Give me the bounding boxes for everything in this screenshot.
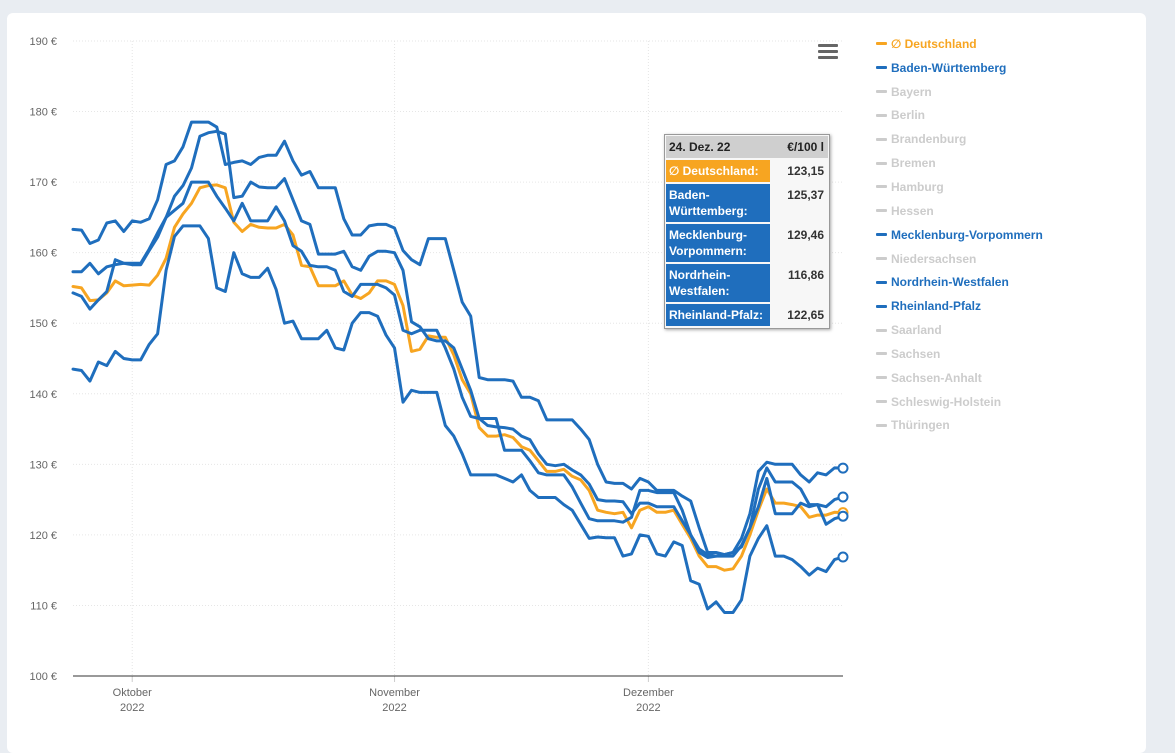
legend-label: Bayern bbox=[891, 84, 932, 99]
tooltip-row: ∅ Deutschland: 123,15 bbox=[666, 160, 828, 182]
legend-item[interactable]: Brandenburg bbox=[876, 127, 1126, 151]
legend-swatch bbox=[876, 280, 887, 284]
y-tick-label: 170 € bbox=[29, 177, 57, 189]
y-tick-label: 180 € bbox=[29, 107, 57, 119]
legend-item[interactable]: Bremen bbox=[876, 151, 1126, 175]
legend-label: Rheinland-Pfalz bbox=[891, 299, 982, 314]
tooltip: 24. Dez. 22 €/100 l ∅ Deutschland: 123,15… bbox=[664, 134, 830, 329]
tooltip-series-label: Nordrhein-Westfalen: bbox=[666, 264, 770, 302]
tooltip-unit: €/100 l bbox=[770, 136, 828, 158]
legend-item[interactable]: Hamburg bbox=[876, 175, 1126, 199]
legend-swatch bbox=[876, 66, 887, 70]
legend-label: Bremen bbox=[891, 156, 936, 171]
legend-item[interactable]: Thüringen bbox=[876, 414, 1126, 438]
y-tick-label: 130 € bbox=[29, 459, 57, 471]
legend-swatch bbox=[876, 185, 887, 189]
legend-item[interactable]: Schleswig-Holstein bbox=[876, 390, 1126, 414]
tooltip-series-value: 129,46 bbox=[787, 228, 824, 242]
hover-marker-1 bbox=[837, 491, 849, 503]
chart-card bbox=[7, 13, 1146, 753]
legend-label: Niedersachsen bbox=[891, 251, 977, 266]
legend-item[interactable]: Hessen bbox=[876, 199, 1126, 223]
legend-item[interactable]: Niedersachsen bbox=[876, 247, 1126, 271]
legend-label: Nordrhein-Westfalen bbox=[891, 275, 1009, 290]
tooltip-series-value: 122,65 bbox=[787, 308, 824, 322]
x-tick-year-label: 2022 bbox=[382, 702, 406, 714]
y-tick-label: 140 € bbox=[29, 389, 57, 401]
series-line-4 bbox=[71, 180, 845, 558]
legend-label: Sachsen-Anhalt bbox=[891, 370, 982, 385]
legend-swatch bbox=[876, 328, 887, 332]
series-line-0 bbox=[71, 183, 845, 572]
y-tick-label: 160 € bbox=[29, 248, 57, 260]
legend-item[interactable]: Berlin bbox=[876, 104, 1126, 128]
legend-swatch bbox=[876, 233, 887, 237]
legend-item[interactable]: Rheinland-Pfalz bbox=[876, 294, 1126, 318]
tooltip-series-label: Mecklenburg-Vorpommern: bbox=[666, 224, 770, 262]
y-tick-label: 150 € bbox=[29, 318, 57, 330]
tooltip-row: Baden-Württemberg: 125,37 bbox=[666, 184, 828, 222]
legend-label: Hamburg bbox=[891, 179, 944, 194]
y-tick-label: 110 € bbox=[30, 600, 57, 612]
legend-swatch bbox=[876, 304, 887, 308]
y-tick-label: 190 € bbox=[29, 36, 57, 48]
legend-swatch bbox=[876, 137, 887, 141]
legend-swatch bbox=[876, 209, 887, 213]
legend-swatch bbox=[876, 423, 887, 427]
hover-marker-4 bbox=[837, 510, 849, 522]
tooltip-series-value: 125,37 bbox=[787, 188, 824, 202]
legend-swatch bbox=[876, 400, 887, 404]
legend-item[interactable]: Saarland bbox=[876, 318, 1126, 342]
legend: ∅ Deutschland Baden-Württemberg Bayern Berl… bbox=[876, 32, 1126, 437]
legend-item[interactable]: Sachsen-Anhalt bbox=[876, 366, 1126, 390]
tooltip-series-value: 123,15 bbox=[787, 164, 824, 178]
hover-marker-2 bbox=[837, 462, 849, 474]
legend-label: Thüringen bbox=[891, 418, 950, 433]
x-tick-year-label: 2022 bbox=[120, 702, 144, 714]
legend-swatch bbox=[876, 352, 887, 356]
legend-item[interactable]: Baden-Württemberg bbox=[876, 56, 1126, 80]
tooltip-row: Mecklenburg-Vorpommern: 129,46 bbox=[666, 224, 828, 262]
tooltip-row: Rheinland-Pfalz: 122,65 bbox=[666, 304, 828, 326]
legend-label: Baden-Württemberg bbox=[891, 60, 1007, 75]
legend-item[interactable]: Nordrhein-Westfalen bbox=[876, 270, 1126, 294]
legend-label: Hessen bbox=[891, 203, 934, 218]
legend-label: Mecklenburg-Vorpommern bbox=[891, 227, 1043, 242]
legend-swatch bbox=[876, 161, 887, 165]
y-tick-label: 100 € bbox=[29, 671, 57, 683]
legend-item[interactable]: ∅ Deutschland bbox=[876, 32, 1126, 56]
hover-marker-3 bbox=[837, 551, 849, 563]
legend-label: Sachsen bbox=[891, 346, 941, 361]
x-tick-year-label: 2022 bbox=[636, 702, 660, 714]
legend-swatch bbox=[876, 42, 887, 46]
legend-swatch bbox=[876, 376, 887, 380]
tooltip-header: 24. Dez. 22 €/100 l bbox=[666, 136, 828, 158]
hamburger-menu-icon[interactable] bbox=[818, 44, 838, 62]
legend-item[interactable]: Mecklenburg-Vorpommern bbox=[876, 223, 1126, 247]
y-tick-label: 120 € bbox=[29, 530, 57, 542]
legend-label: Brandenburg bbox=[891, 132, 967, 147]
legend-label: Berlin bbox=[891, 108, 926, 123]
series-line-2 bbox=[71, 120, 845, 557]
tooltip-row: Nordrhein-Westfalen: 116,86 bbox=[666, 264, 828, 302]
legend-swatch bbox=[876, 113, 887, 117]
tooltip-series-label: ∅ Deutschland: bbox=[666, 160, 770, 182]
legend-label: ∅ Deutschland bbox=[891, 36, 977, 51]
x-tick-label: Oktober bbox=[113, 687, 152, 699]
tooltip-series-label: Rheinland-Pfalz: bbox=[666, 304, 770, 326]
legend-item[interactable]: Bayern bbox=[876, 80, 1126, 104]
legend-swatch bbox=[876, 257, 887, 261]
legend-label: Schleswig-Holstein bbox=[891, 394, 1002, 409]
tooltip-series-label: Baden-Württemberg: bbox=[666, 184, 770, 222]
series-line-3 bbox=[71, 224, 845, 614]
tooltip-series-value: 116,86 bbox=[787, 268, 824, 282]
legend-label: Saarland bbox=[891, 323, 942, 338]
line-chart: 190 € 180 € 170 € 160 € 150 € 140 € 130 € 120 €… bbox=[29, 36, 849, 714]
x-tick-label: Dezember bbox=[623, 687, 674, 699]
legend-item[interactable]: Sachsen bbox=[876, 342, 1126, 366]
x-tick-label: November bbox=[369, 687, 420, 699]
tooltip-date: 24. Dez. 22 bbox=[666, 136, 770, 158]
legend-swatch bbox=[876, 90, 887, 94]
